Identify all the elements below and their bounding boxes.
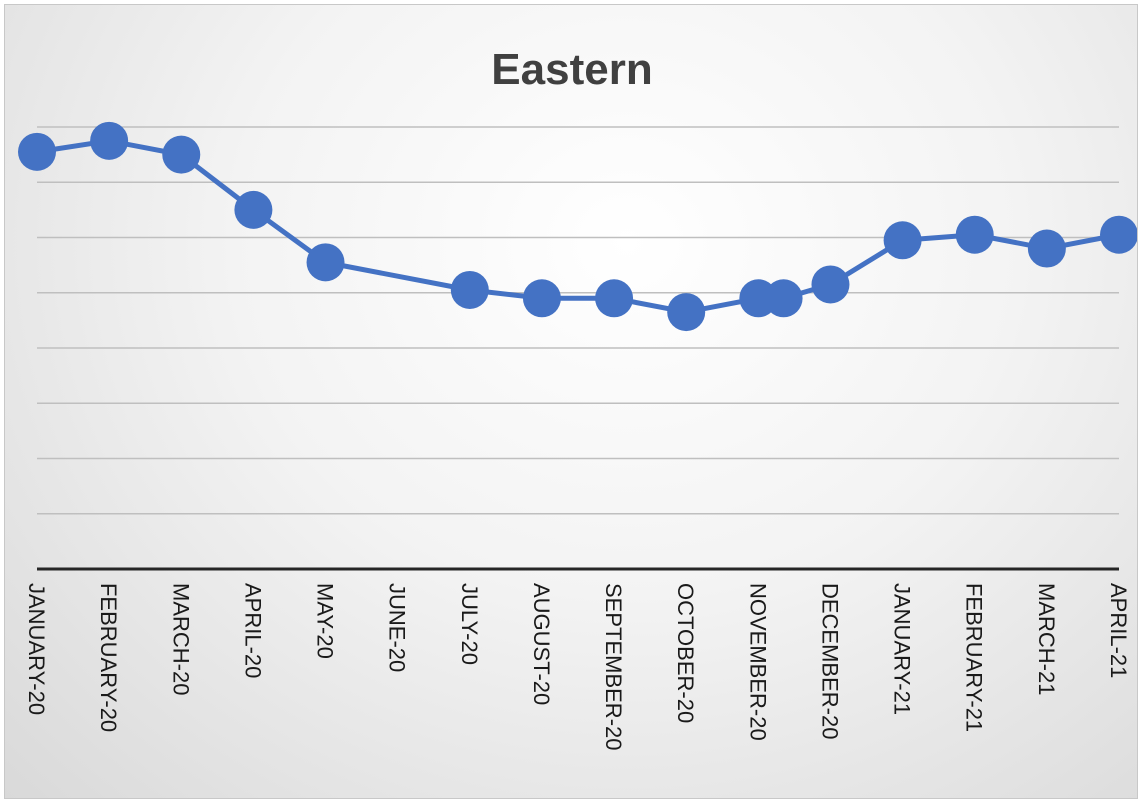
data-point: [450, 270, 489, 309]
x-tick-labels: JANUARY-20 FEBRUARY-20 MARCH-20 APRIL-20 MAY…: [24, 583, 1131, 751]
x-tick-label: JUNE-20: [385, 583, 410, 672]
line-chart: JANUARY-20 FEBRUARY-20 MARCH-20 APRIL-20 MAY…: [18, 121, 1137, 751]
data-point: [234, 190, 273, 229]
gridlines: [37, 126, 1119, 515]
data-point: [1100, 215, 1137, 254]
data-point: [764, 279, 803, 318]
x-tick-label: FEBRUARY-21: [962, 583, 987, 732]
data-points: [18, 121, 1137, 332]
data-point: [1027, 229, 1066, 268]
x-tick-label: DECEMBER-20: [817, 583, 842, 739]
x-tick-label: JANUARY-20: [24, 583, 49, 715]
x-tick-label: JANUARY-21: [890, 583, 915, 715]
data-point: [18, 132, 56, 171]
data-point: [595, 279, 634, 318]
data-point: [306, 243, 345, 282]
data-point: [162, 135, 201, 174]
x-tick-label: MARCH-20: [168, 583, 193, 695]
data-point: [667, 293, 706, 332]
data-point: [811, 265, 850, 304]
x-tick-label: OCTOBER-20: [673, 583, 698, 723]
x-tick-label: SEPTEMBER-20: [601, 583, 626, 751]
data-point: [90, 121, 129, 160]
x-tick-label: MAY-20: [313, 583, 338, 659]
x-tick-label: MARCH-21: [1034, 583, 1059, 695]
data-point: [883, 221, 922, 260]
chart-area: JANUARY-20 FEBRUARY-20 MARCH-20 APRIL-20 MAY…: [4, 4, 1138, 799]
x-tick-label: AUGUST-20: [529, 583, 554, 705]
data-point: [522, 279, 561, 318]
series-line: [36, 138, 1120, 315]
x-tick-label: JULY-20: [457, 583, 482, 665]
chart-title: Eastern: [491, 45, 653, 94]
x-tick-label: APRIL-21: [1106, 583, 1131, 678]
x-tick-label: FEBRUARY-20: [96, 583, 121, 732]
x-tick-label: APRIL-20: [240, 583, 265, 678]
x-tick-label: NOVEMBER-20: [745, 583, 770, 741]
data-point: [955, 215, 994, 254]
